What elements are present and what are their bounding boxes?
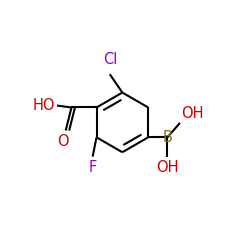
Text: F: F (88, 160, 97, 176)
Text: B: B (162, 130, 172, 145)
Text: HO: HO (32, 98, 55, 113)
Text: Cl: Cl (103, 52, 117, 67)
Text: O: O (57, 134, 69, 149)
Text: OH: OH (156, 160, 179, 176)
Text: OH: OH (181, 106, 204, 121)
